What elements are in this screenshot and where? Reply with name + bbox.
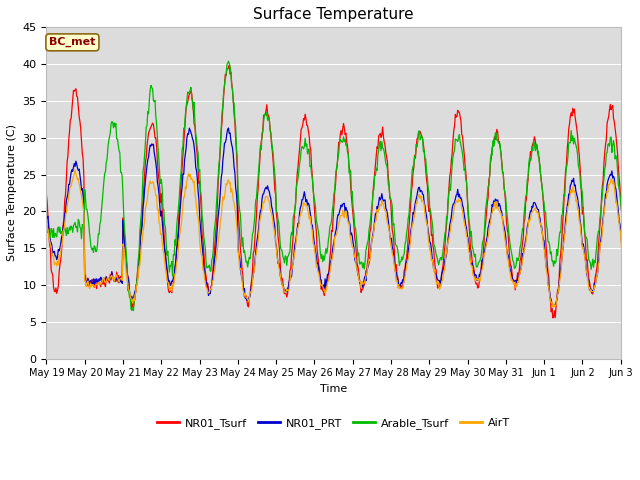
NR01_Tsurf [115,273,122,278]
Arable_Tsurf [228,86,236,92]
NR01_PRT [282,288,289,294]
NR01_Tsurf [549,315,557,321]
AirT [451,201,459,207]
NR01_Tsurf [42,192,50,197]
NR01_Tsurf [282,290,289,296]
NR01_Tsurf [228,80,236,85]
AirT [282,289,289,295]
Line: AirT: AirT [46,170,640,307]
AirT [71,167,79,173]
NR01_PRT [42,212,50,217]
NR01_PRT [225,125,232,131]
NR01_Tsurf [417,131,425,137]
NR01_PRT [258,196,266,202]
NR01_Tsurf [225,62,233,68]
Arable_Tsurf [418,133,426,139]
NR01_PRT [451,196,459,202]
Line: NR01_Tsurf: NR01_Tsurf [46,65,640,318]
NR01_PRT [115,279,122,285]
AirT [549,304,557,310]
Y-axis label: Surface Temperature (C): Surface Temperature (C) [7,124,17,262]
AirT [115,279,123,285]
Arable_Tsurf [129,308,137,313]
Arable_Tsurf [259,129,267,135]
Arable_Tsurf [42,230,50,236]
AirT [228,186,236,192]
Arable_Tsurf [115,142,122,148]
Arable_Tsurf [282,253,290,259]
Line: NR01_PRT: NR01_PRT [46,128,640,306]
Text: BC_met: BC_met [49,37,95,48]
Arable_Tsurf [452,136,460,142]
NR01_PRT [417,188,425,193]
X-axis label: Time: Time [320,384,347,394]
AirT [42,215,50,221]
NR01_PRT [228,142,236,147]
NR01_PRT [550,303,557,309]
Legend: NR01_Tsurf, NR01_PRT, Arable_Tsurf, AirT: NR01_Tsurf, NR01_PRT, Arable_Tsurf, AirT [152,414,515,434]
Title: Surface Temperature: Surface Temperature [253,7,414,22]
Line: Arable_Tsurf: Arable_Tsurf [46,61,640,311]
NR01_Tsurf [451,111,459,117]
AirT [417,193,425,199]
NR01_Tsurf [258,134,266,140]
AirT [258,207,266,213]
Arable_Tsurf [225,59,232,64]
